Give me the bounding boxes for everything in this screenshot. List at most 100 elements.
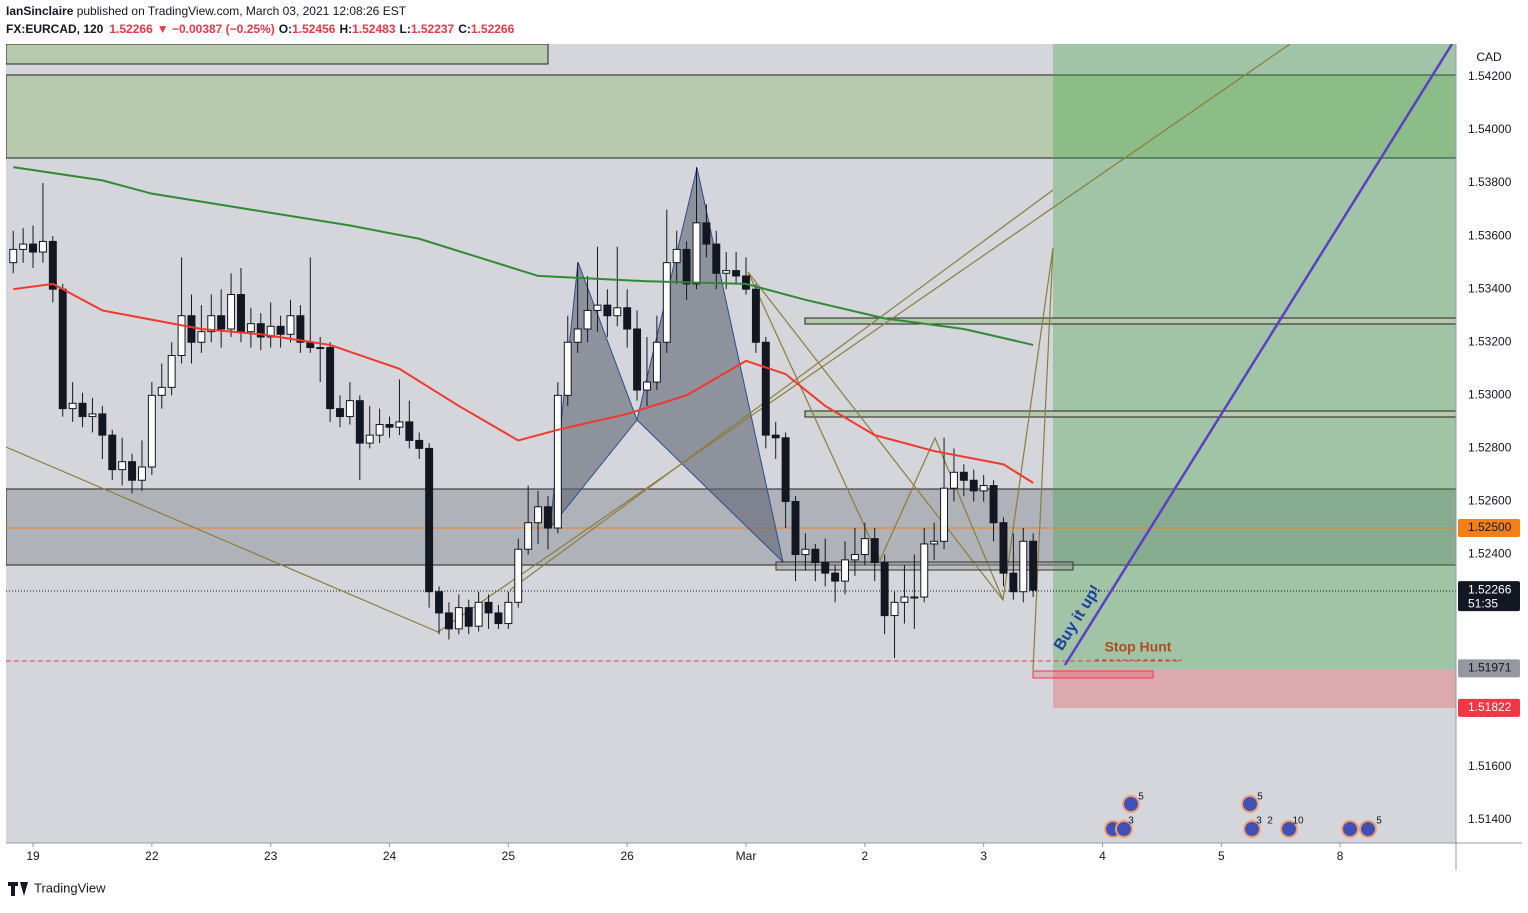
candle-body <box>682 248 691 285</box>
candle-body <box>504 601 513 625</box>
candle-body <box>474 601 483 627</box>
candle-body <box>940 487 949 542</box>
candle-body <box>58 288 67 410</box>
candle-body <box>395 421 404 428</box>
last: 1.52266 <box>109 22 153 36</box>
candle-body <box>256 323 265 338</box>
y-tick-label: 1.54000 <box>1468 122 1512 136</box>
event-count: 5 <box>1257 792 1263 803</box>
change: ▼ −0.00387 (−0.25%) <box>157 22 275 36</box>
candle-body <box>930 540 939 545</box>
candle-body <box>860 538 869 556</box>
candle-body <box>761 341 770 436</box>
moving-average <box>13 282 1034 484</box>
candle-body <box>791 500 800 556</box>
header-line: IanSinclaire published on TradingView.co… <box>6 4 407 18</box>
price-label: 1.52266 <box>1468 582 1512 596</box>
y-tick-label: 1.53800 <box>1468 175 1512 189</box>
candle-body <box>157 386 166 396</box>
candle-body <box>633 328 642 391</box>
annotation: Stop Hunt <box>1105 639 1172 655</box>
candle-body <box>187 315 196 343</box>
event-count: 10 <box>1292 816 1304 827</box>
candle-body <box>68 402 77 410</box>
x-tick-label: 22 <box>145 849 159 863</box>
projection-line <box>1063 44 1454 666</box>
long-stop <box>1053 669 1456 708</box>
candle-body <box>425 447 434 593</box>
event-count: 2 <box>1267 816 1273 827</box>
price-label-box <box>1458 698 1520 717</box>
candle-body <box>296 315 305 343</box>
candle-body <box>870 538 879 564</box>
event-icon <box>1122 795 1140 813</box>
y-tick-label: 1.52800 <box>1468 441 1512 455</box>
candle-body <box>227 294 236 330</box>
candle-body <box>801 548 810 556</box>
candle-body <box>603 304 612 317</box>
candle-body <box>167 355 176 388</box>
candle-body <box>1009 572 1018 593</box>
candle-body <box>811 548 820 564</box>
y-tick-label: 1.52400 <box>1468 547 1512 561</box>
candle-body <box>702 222 711 245</box>
brand: TradingView <box>34 880 106 895</box>
candle-body <box>900 596 909 603</box>
x-tick-label: 24 <box>383 849 397 863</box>
candle-body <box>98 413 107 436</box>
h-label: H: <box>339 22 352 36</box>
candle-body <box>662 262 671 343</box>
candle-body <box>613 307 622 317</box>
y-tick-label: 1.53400 <box>1468 281 1512 295</box>
candle-body <box>652 341 661 383</box>
candle-body <box>19 243 28 250</box>
candle-body <box>781 437 790 502</box>
candle-body <box>999 522 1008 574</box>
candle-body <box>9 248 18 264</box>
event-icon <box>1243 820 1261 838</box>
candle-body <box>286 315 295 335</box>
candle-body <box>108 434 117 471</box>
candle-body <box>316 347 325 350</box>
candle-body <box>920 543 929 598</box>
candle-body <box>48 240 57 290</box>
candle-body <box>177 315 186 357</box>
zone <box>6 74 1456 159</box>
marks <box>9 166 1038 659</box>
x-tick-label: 5 <box>1218 849 1225 863</box>
candle-body <box>821 562 830 574</box>
candle-body <box>751 288 760 343</box>
event-count: 5 <box>1138 792 1144 803</box>
zone <box>804 410 1456 418</box>
candle-body <box>742 275 750 290</box>
candle-body <box>643 381 651 391</box>
candle-body <box>454 607 463 630</box>
candle-body <box>118 461 127 471</box>
c-value: 1.52266 <box>471 22 515 36</box>
y-tick-label: 1.53000 <box>1468 388 1512 402</box>
candle-body <box>712 243 721 274</box>
candle-body <box>910 596 919 599</box>
o-label: O: <box>279 22 292 36</box>
candle-body <box>326 347 335 410</box>
event-icon <box>1359 820 1377 838</box>
candle-body <box>573 328 582 343</box>
candle-body <box>29 243 37 253</box>
candle-body <box>979 485 988 492</box>
zone <box>6 44 549 65</box>
price-label-box <box>1458 581 1520 612</box>
c-label: C: <box>458 22 471 36</box>
candle-body <box>355 400 364 444</box>
candle-body <box>969 479 978 492</box>
y-tick-label: 1.54200 <box>1468 69 1512 83</box>
candle-body <box>732 270 741 277</box>
l-label: L: <box>400 22 411 36</box>
trend-line <box>6 44 1291 633</box>
y-tick-label: 1.53600 <box>1468 228 1512 242</box>
symbol-line: FX:EURCAD, 120 1.52266 ▼ −0.00387 (−0.25%)… <box>6 22 515 36</box>
candle-body <box>246 323 255 333</box>
candle-body <box>989 485 998 524</box>
candle-body <box>405 421 414 441</box>
candle-body <box>880 562 889 617</box>
